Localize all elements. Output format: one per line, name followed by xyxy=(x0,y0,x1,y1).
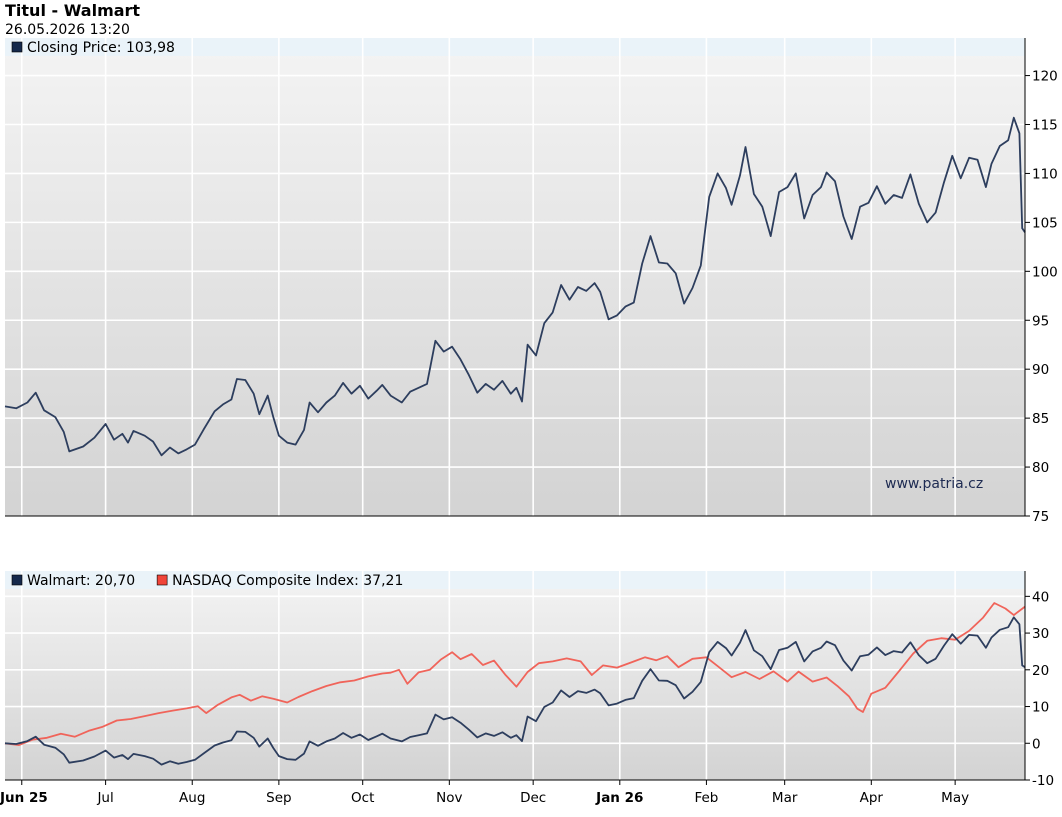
comparison-panel: -10 0 10 20 30 40 Walmart: 20,70 NASDAQ Compos… xyxy=(0,571,1054,806)
price-y-tick-label-1: 80 xyxy=(1032,460,1049,476)
x-axis-labels: Jun 25 Jul Aug Sep Oct Nov Dec Jan 26 Feb Mar Apr M… xyxy=(0,780,969,806)
x-tick-label-10: Apr xyxy=(860,790,884,806)
comparison-y-tick-label-3: 20 xyxy=(1032,663,1049,679)
price-horizontal-grid xyxy=(5,74,1025,468)
price-vertical-grid xyxy=(20,38,956,516)
chart-title: Titul - Walmart xyxy=(5,1,141,20)
comparison-legend-label-0: Walmart: 20,70 xyxy=(27,573,135,589)
price-y-tick-label-3: 90 xyxy=(1032,362,1049,378)
comparison-y-tick-label-1: 0 xyxy=(1032,736,1041,752)
price-series-line-0 xyxy=(4,116,1026,457)
price-legend: Closing Price: 103,98 xyxy=(11,40,175,56)
price-panel: 75 80 85 90 95 100 105 110 115 120 Closing Price:… xyxy=(4,38,1058,525)
comparison-series-line-1 xyxy=(4,602,1026,746)
price-y-tick-label-8: 115 xyxy=(1032,118,1058,134)
x-tick-label-9: Mar xyxy=(772,790,798,806)
comparison-legend-swatch-0 xyxy=(11,574,23,586)
price-y-tick-label-5: 100 xyxy=(1032,264,1058,280)
x-tick-label-7: Jan 26 xyxy=(595,790,643,806)
x-tick-label-5: Nov xyxy=(436,790,462,806)
comparison-y-tick-label-4: 30 xyxy=(1032,626,1049,642)
price-y-tick-label-0: 75 xyxy=(1032,509,1049,525)
comparison-y-tick-label-5: 40 xyxy=(1032,589,1049,605)
comparison-legend-swatch-1 xyxy=(156,574,168,586)
price-legend-band xyxy=(5,38,1025,56)
x-tick-label-0: Jun 25 xyxy=(0,790,48,806)
x-tick-label-6: Dec xyxy=(520,790,546,806)
price-panel-background xyxy=(5,38,1025,516)
comparison-legend-label-1: NASDAQ Composite Index: 37,21 xyxy=(172,573,403,589)
comparison-series-line-0 xyxy=(4,616,1026,766)
x-tick-label-3: Sep xyxy=(266,790,291,806)
x-tick-label-4: Oct xyxy=(351,790,374,806)
price-series-group xyxy=(4,116,1026,457)
price-y-tick-label-9: 120 xyxy=(1032,69,1058,85)
price-legend-swatch-0 xyxy=(11,41,23,53)
x-tick-label-2: Aug xyxy=(179,790,205,806)
chart-datetime: 26.05.2026 13:20 xyxy=(5,22,130,38)
comparison-y-axis-ticks: -10 0 10 20 30 40 xyxy=(1025,589,1054,789)
price-y-tick-label-6: 105 xyxy=(1032,215,1058,231)
watermark: www.patria.cz xyxy=(885,476,983,492)
x-tick-label-8: Feb xyxy=(694,790,718,806)
comparison-vertical-grid xyxy=(20,571,956,780)
x-tick-label-11: May xyxy=(941,790,969,806)
price-y-tick-label-4: 95 xyxy=(1032,313,1049,329)
comparison-series-group xyxy=(4,602,1026,766)
comparison-panel-background xyxy=(5,571,1025,780)
price-y-tick-label-2: 85 xyxy=(1032,411,1049,427)
comparison-y-tick-label-0: -10 xyxy=(1032,773,1054,789)
comparison-legend: Walmart: 20,70 NASDAQ Composite Index: 37… xyxy=(11,573,403,589)
price-legend-label-0: Closing Price: 103,98 xyxy=(27,40,175,56)
price-y-tick-label-7: 110 xyxy=(1032,166,1058,182)
comparison-legend-band xyxy=(5,571,1025,589)
comparison-y-tick-label-2: 10 xyxy=(1032,700,1049,716)
x-tick-label-1: Jul xyxy=(96,790,113,806)
price-y-axis-ticks: 75 80 85 90 95 100 105 110 115 120 xyxy=(1025,69,1058,525)
